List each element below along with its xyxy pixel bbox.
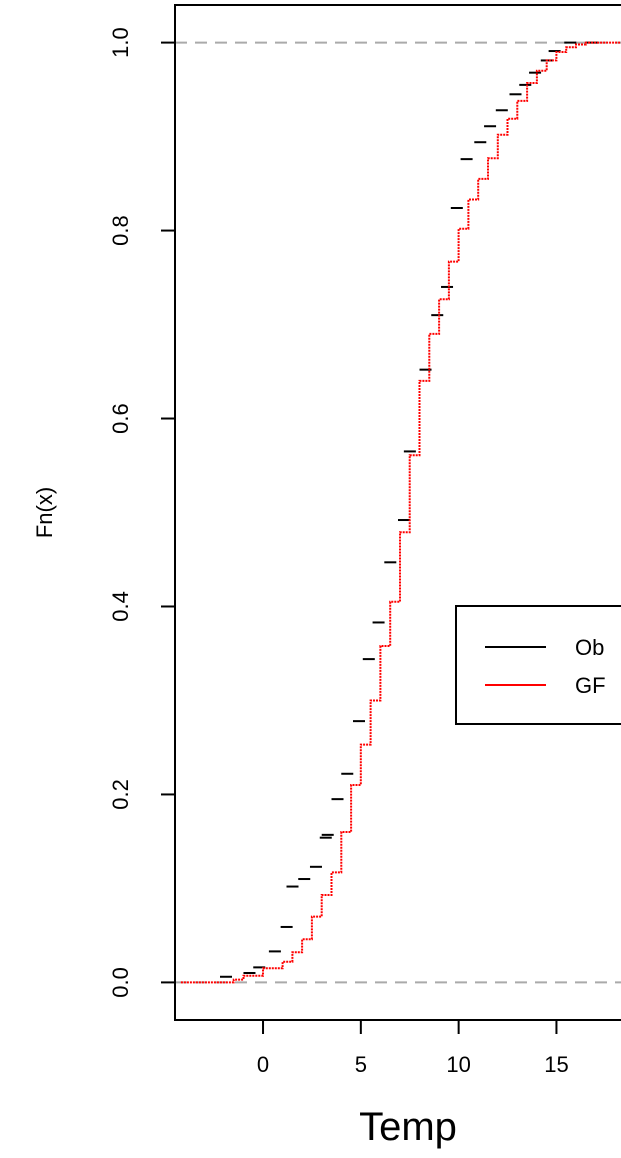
- y-tick-label: 0.8: [108, 215, 133, 246]
- legend-box: [455, 605, 621, 725]
- y-tick-label: 0.6: [108, 403, 133, 434]
- x-tick-label: 10: [446, 1052, 470, 1077]
- y-axis-title: Fn(x): [32, 487, 57, 538]
- x-tick-label: 15: [544, 1052, 568, 1077]
- x-tick-label: 0: [257, 1052, 269, 1077]
- legend-label: Ob: [575, 635, 604, 660]
- y-tick-label: 0.0: [108, 967, 133, 998]
- legend: Ob GF: [455, 605, 621, 725]
- y-tick-label: 1.0: [108, 27, 133, 58]
- legend-label: GF: [575, 673, 606, 698]
- y-tick-label: 0.2: [108, 779, 133, 810]
- reference-lines: [175, 41, 621, 984]
- gf-line: [180, 41, 621, 984]
- y-axis: 0.0 0.2 0.4 0.6 0.8 1.0: [108, 27, 176, 998]
- series-layer: [180, 41, 621, 984]
- x-tick-label: 5: [355, 1052, 367, 1077]
- x-axis-title: Temp: [359, 1105, 457, 1149]
- x-axis: 0 5 10 15: [257, 1019, 569, 1077]
- y-tick-label: 0.4: [108, 591, 133, 622]
- plot-frame: [174, 4, 621, 1021]
